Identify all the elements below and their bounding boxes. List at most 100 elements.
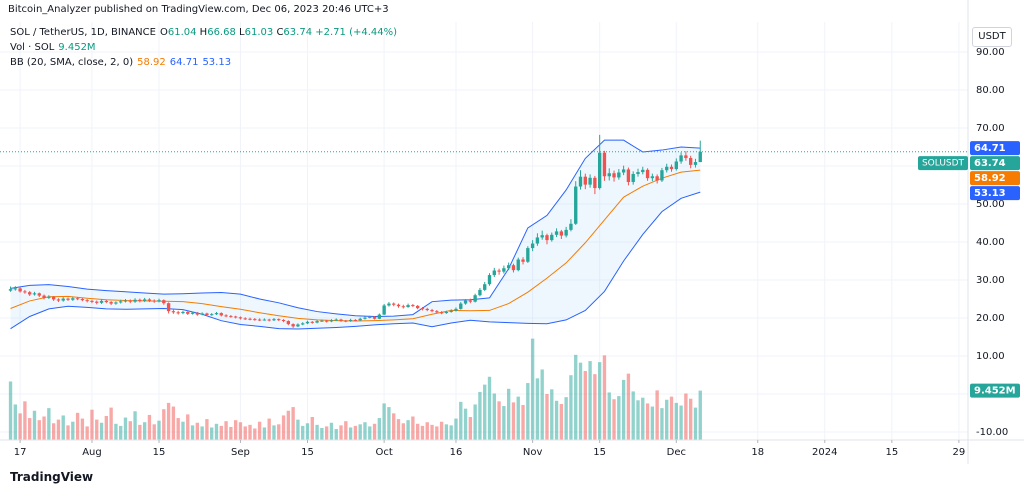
x-tick-label: 15 xyxy=(153,447,166,458)
low-value: 61.03 xyxy=(244,27,274,38)
volume-bar xyxy=(166,402,171,440)
volume-badge-text: 9.452M xyxy=(974,386,1016,397)
candle-body xyxy=(435,311,439,313)
candle-body xyxy=(128,300,132,302)
candle-body xyxy=(315,321,319,323)
candle-body xyxy=(95,301,99,303)
volume-bar xyxy=(344,421,348,440)
candle-body xyxy=(597,152,602,189)
candle-body xyxy=(47,296,51,298)
volume-bar xyxy=(51,423,56,440)
candle-body xyxy=(655,176,659,181)
candle-body xyxy=(377,314,382,319)
x-tick-label: 15 xyxy=(593,447,606,458)
volume-bar xyxy=(32,410,37,440)
candle-body xyxy=(463,300,468,304)
candle-body xyxy=(305,321,310,324)
volume-bar xyxy=(636,400,640,440)
open-value: 61.04 xyxy=(167,27,197,38)
candle-body xyxy=(497,270,501,272)
volume-bar xyxy=(406,420,410,440)
ohlc-letter: H xyxy=(199,27,208,38)
ohlc-letter: L xyxy=(239,27,245,38)
volume-bar xyxy=(339,425,343,440)
volume-bar xyxy=(621,379,626,440)
volume-bar xyxy=(545,394,549,440)
candle-body xyxy=(133,299,137,302)
volume-bar xyxy=(176,418,180,440)
candle-body xyxy=(210,314,214,316)
candle-body xyxy=(344,320,348,322)
volume-bar xyxy=(459,401,463,440)
volume-bar xyxy=(61,415,65,440)
candle-body xyxy=(449,310,453,312)
candle-body xyxy=(636,172,640,174)
symbol-badge xyxy=(918,156,968,171)
candle-body xyxy=(142,299,147,301)
last-price-badge-text: 63.74 xyxy=(974,158,1006,169)
bb-upper-badge xyxy=(970,141,1020,156)
candle-body xyxy=(641,169,645,173)
time-axis-bg xyxy=(0,440,1024,464)
candle-body xyxy=(109,302,113,304)
volume-bar xyxy=(669,396,674,440)
volume-bar xyxy=(305,423,310,440)
symbol-legend: SOL / TetherUS, 1D, BINANCE O61.04 H66.6… xyxy=(10,27,397,38)
price-unit[interactable]: USDT xyxy=(972,27,1012,47)
candle-body xyxy=(665,166,669,171)
volume-bar xyxy=(463,408,468,440)
volume-bar xyxy=(506,388,511,440)
candle-body xyxy=(559,231,564,236)
logo[interactable]: TradingView xyxy=(10,470,94,484)
volume-bar xyxy=(147,414,152,440)
volume-bar xyxy=(243,426,247,440)
candle-body xyxy=(90,300,94,302)
candle-body xyxy=(286,321,291,325)
volume-bar xyxy=(425,422,429,440)
volume-bar xyxy=(540,369,544,440)
volume-bar xyxy=(214,423,219,440)
candle-body xyxy=(674,161,678,170)
ohlc-letter: C xyxy=(276,27,284,38)
volume-bar xyxy=(186,414,190,440)
candle-body xyxy=(75,298,80,300)
volume-bar xyxy=(411,416,415,440)
candle-body xyxy=(324,320,329,322)
candle-body xyxy=(329,320,334,322)
bb-lower-badge xyxy=(970,186,1020,201)
candle-body xyxy=(85,300,89,302)
volume-bar xyxy=(324,426,329,440)
candle-body xyxy=(291,324,295,327)
candle-body xyxy=(415,305,420,309)
volume-bar xyxy=(315,424,319,440)
volume-bar xyxy=(109,407,113,440)
volume-bar xyxy=(272,425,276,440)
candle-body xyxy=(176,312,180,314)
y-tick-label: 10.00 xyxy=(976,351,1005,362)
volume-bar xyxy=(75,412,80,440)
candle-body xyxy=(430,310,434,312)
candle-body xyxy=(392,303,396,305)
candle-body xyxy=(348,319,353,322)
volume-bar xyxy=(650,406,655,440)
candle-body xyxy=(535,237,540,244)
y-tick-label: 90.00 xyxy=(976,47,1005,58)
bb-middle-value: 58.92 xyxy=(137,57,166,68)
volume-bar xyxy=(238,422,243,440)
candle-body xyxy=(320,320,324,322)
candle-body xyxy=(669,166,674,170)
change-value: +2.71 xyxy=(315,27,346,38)
volume-bar xyxy=(18,413,22,440)
candle-body xyxy=(688,158,693,165)
volume-bar xyxy=(415,423,420,440)
volume-bar xyxy=(181,421,185,440)
candle-body xyxy=(66,298,70,300)
candle-body xyxy=(37,293,41,296)
candle-body xyxy=(243,318,247,320)
volume-bar xyxy=(607,392,611,440)
candle-body xyxy=(32,293,37,295)
volume-bar xyxy=(123,417,128,440)
volume-bar xyxy=(23,401,27,440)
candle-body xyxy=(521,259,525,262)
